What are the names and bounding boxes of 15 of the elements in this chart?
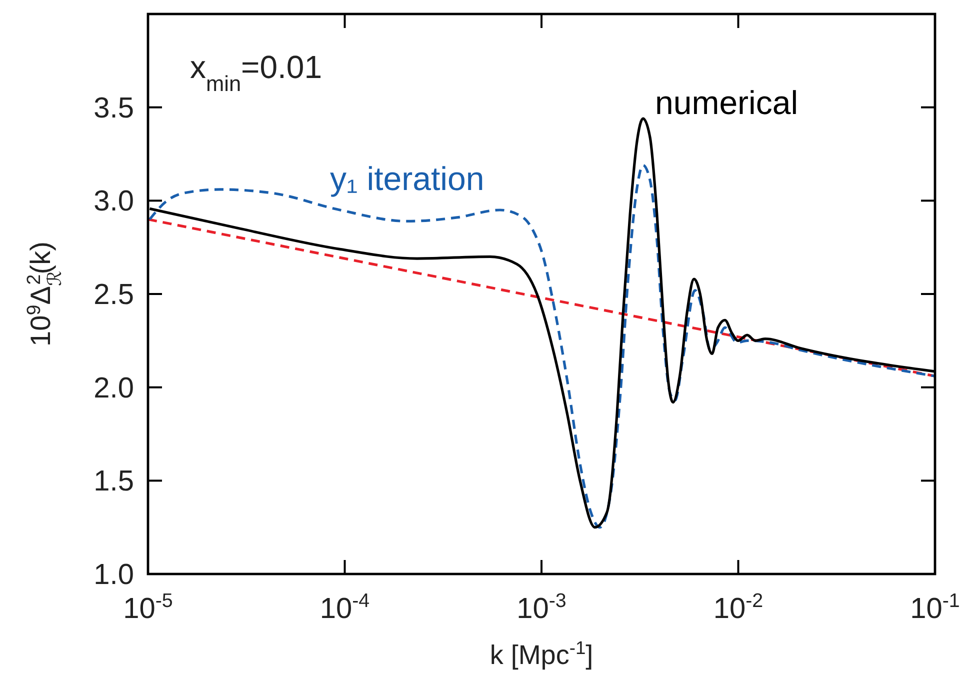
y-tick-label: 3.5	[94, 92, 134, 124]
y-tick-label: 2.5	[94, 279, 134, 311]
y-tick-label: 1.0	[94, 559, 134, 591]
annotation: x$_{min}$=0.01	[190, 49, 322, 96]
x-tick-label: 10$^{-3}$	[516, 590, 566, 625]
x-tick-label: 10$^{-4}$	[320, 590, 370, 625]
series-label: y₁ iteration	[330, 160, 484, 197]
y-tick-label: 1.5	[94, 466, 134, 498]
x-tick-label: 10$^{-5}$	[123, 590, 173, 625]
series-label: numerical	[655, 84, 798, 121]
y-tick-label: 2.0	[94, 372, 134, 404]
x-tick-label: 10$^{-2}$	[713, 590, 764, 625]
x-axis-title: k [Mpc$^{-1}$]	[490, 636, 594, 670]
y-tick-label: 3.0	[94, 186, 134, 218]
x-tick-label: 10$^{-1}$	[910, 590, 960, 625]
